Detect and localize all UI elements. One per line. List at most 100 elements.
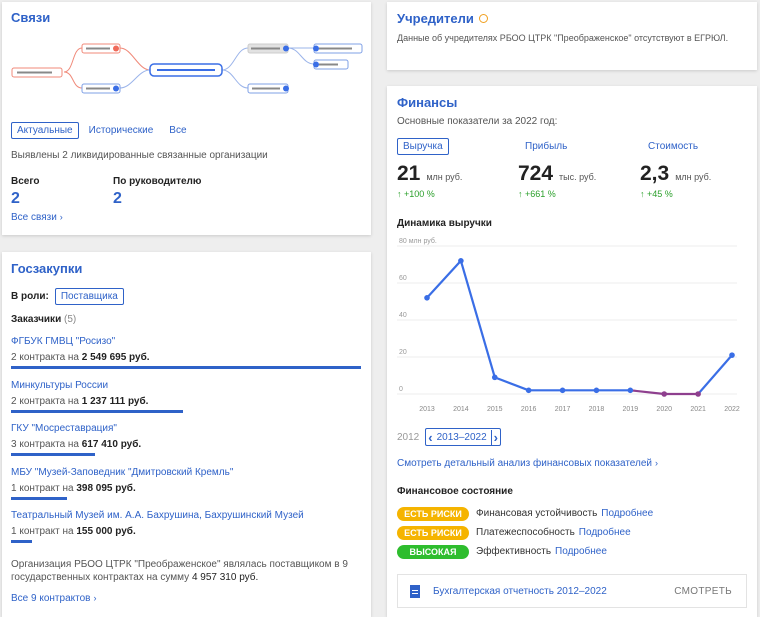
metric-unit: млн руб. bbox=[675, 172, 712, 182]
data-point bbox=[593, 387, 600, 394]
procurement-title[interactable]: Госзакупки bbox=[11, 261, 83, 276]
finance-state-row: ЕСТЬ РИСКИ Платежеспособность Подробнее bbox=[397, 523, 747, 542]
dynamics-title: Динамика выручки bbox=[397, 218, 492, 229]
series-line-segment bbox=[459, 260, 496, 378]
finance-state-row: ЕСТЬ РИСКИ Финансовая устойчивость Подробн… bbox=[397, 504, 747, 523]
finance-detail-link[interactable]: Смотреть детальный анализ финансовых пок… bbox=[397, 458, 653, 469]
state-more-link[interactable]: Подробнее bbox=[578, 527, 631, 538]
state-label: Эффективность bbox=[476, 546, 552, 557]
data-point bbox=[627, 387, 634, 394]
customer-name[interactable]: МБУ "Музей-Заповедник "Дмитровский Кремл… bbox=[11, 466, 234, 478]
y-tick-label: 80 млн руб. bbox=[399, 237, 437, 245]
customer-item: ФГБУК ГМВЦ "Росизо" 2 контракта на 2 549 … bbox=[11, 336, 363, 380]
chevron-right-icon: › bbox=[93, 593, 97, 603]
customer-item: ГКУ "Мосреставрация" 3 контракта на 617 4… bbox=[11, 423, 363, 467]
x-tick-label: 2016 bbox=[521, 406, 537, 413]
customer-contracts-count: 2 контракта на bbox=[11, 352, 79, 363]
summary-text: Организация РБОО ЦТРК "Преображенское" я… bbox=[11, 559, 348, 583]
state-more-link[interactable]: Подробнее bbox=[601, 508, 654, 519]
report-row[interactable]: Бухгалтерская отчетность 2012–2022 СМОТР… bbox=[397, 574, 747, 608]
customers-label: Заказчики bbox=[11, 314, 62, 325]
chevron-right-icon[interactable]: › bbox=[490, 429, 498, 445]
metric-value: 2,3 bbox=[640, 162, 670, 185]
customer-share-bar bbox=[11, 409, 183, 413]
customer-amount: 398 095 руб. bbox=[76, 482, 136, 494]
document-icon bbox=[410, 584, 420, 598]
report-view-button[interactable]: СМОТРЕТЬ bbox=[674, 585, 732, 597]
customer-item: Театральный Музей им. А.А. Бахрушина, Ба… bbox=[11, 510, 363, 554]
series-line-segment bbox=[426, 260, 462, 299]
customers-count: (5) bbox=[64, 314, 77, 325]
risk-badge: ЕСТЬ РИСКИ bbox=[397, 525, 469, 540]
customer-item: МБУ "Музей-Заповедник "Дмитровский Кремл… bbox=[11, 467, 363, 511]
series-line-segment bbox=[494, 376, 530, 392]
procurement-card: Госзакупки В роли: Поставщика Заказчики … bbox=[2, 252, 371, 617]
chevron-left-icon[interactable]: ‹ bbox=[428, 429, 433, 445]
all-contracts-link[interactable]: Все 9 контрактов bbox=[11, 593, 91, 604]
report-link[interactable]: Бухгалтерская отчетность 2012–2022 bbox=[433, 585, 607, 597]
customer-name[interactable]: Минкультуры России bbox=[11, 379, 109, 391]
customer-amount: 1 237 111 руб. bbox=[81, 395, 149, 407]
data-point bbox=[729, 352, 735, 358]
tab-all[interactable]: Все bbox=[169, 125, 187, 136]
metric-tab[interactable]: Выручка bbox=[397, 138, 449, 155]
tab-current[interactable]: Актуальные bbox=[11, 122, 79, 139]
all-connections-link[interactable]: Все связи bbox=[11, 212, 57, 223]
arrow-up-icon: ↑ bbox=[640, 189, 645, 199]
metric-unit: млн руб. bbox=[426, 172, 463, 182]
customer-contracts: 3 контракта на 617 410 руб. bbox=[11, 439, 363, 450]
founders-title[interactable]: Учредители bbox=[397, 11, 474, 26]
y-tick-label: 0 bbox=[399, 386, 403, 393]
state-title: Финансовое состояние bbox=[397, 486, 513, 497]
metric-tab[interactable]: Прибыль bbox=[525, 141, 568, 152]
customer-name[interactable]: Театральный Музей им. А.А. Бахрушина, Ба… bbox=[11, 510, 304, 521]
x-tick-label: 2017 bbox=[555, 406, 571, 413]
risk-badge: ВЫСОКАЯ bbox=[397, 544, 469, 559]
finance-title[interactable]: Финансы bbox=[397, 95, 458, 110]
state-more-link[interactable]: Подробнее bbox=[555, 546, 607, 557]
total-value[interactable]: 2 bbox=[11, 190, 20, 207]
by-head-value[interactable]: 2 bbox=[113, 190, 122, 207]
range-start[interactable]: 2012 bbox=[397, 431, 420, 443]
customers-list: ФГБУК ГМВЦ "Росизо" 2 контракта на 2 549 … bbox=[11, 336, 363, 554]
customer-contracts-count: 1 контракт на bbox=[11, 526, 74, 537]
finance-state-row: ВЫСОКАЯ Эффективность Подробнее bbox=[397, 542, 747, 561]
data-point bbox=[559, 387, 566, 394]
connections-card: Связи Актуальные Истори bbox=[2, 2, 371, 235]
customer-contracts-count: 2 контракта на bbox=[11, 395, 79, 407]
connections-note: Выявлены 2 ликвидированные связанные орг… bbox=[11, 150, 268, 161]
connections-graph[interactable] bbox=[2, 34, 371, 114]
tab-historical[interactable]: Исторические bbox=[88, 125, 154, 136]
connections-title[interactable]: Связи bbox=[11, 10, 51, 25]
x-tick-label: 2014 bbox=[453, 406, 469, 413]
data-point bbox=[424, 295, 430, 301]
customer-contracts: 1 контракт на 398 095 руб. bbox=[11, 483, 363, 494]
finance-metric: Стоимость 2,3 млн руб. ↑ +45 % bbox=[640, 138, 755, 199]
metric-tab[interactable]: Стоимость bbox=[648, 141, 699, 152]
range-selector[interactable]: ‹ 2013–2022 › bbox=[425, 428, 501, 446]
finance-metrics: Выручка 21 млн руб. ↑ +100 % Прибыль 724 тыс. … bbox=[397, 138, 747, 208]
series-line-segment bbox=[697, 354, 733, 395]
y-tick-label: 40 bbox=[399, 312, 407, 319]
role-supplier-button[interactable]: Поставщика bbox=[54, 288, 124, 305]
customer-item: Минкультуры России 2 контракта на 1 237 1… bbox=[11, 380, 363, 424]
customer-contracts: 2 контракта на 2 549 695 руб. bbox=[11, 352, 363, 363]
customer-contracts-count: 1 контракт на bbox=[11, 482, 74, 494]
revenue-chart: 80 млн руб. 60 40 20 0 2013 2014 2015 2016 2017 20… bbox=[397, 237, 740, 413]
data-point bbox=[491, 374, 498, 381]
arrow-up-icon: ↑ bbox=[518, 189, 523, 199]
series-line-segment bbox=[630, 389, 665, 396]
total-label: Всего bbox=[11, 176, 40, 187]
state-label: Финансовая устойчивость bbox=[476, 508, 598, 519]
chevron-right-icon: › bbox=[59, 212, 63, 222]
by-head-label: По руководителю bbox=[113, 176, 202, 187]
customer-name[interactable]: ФГБУК ГМВЦ "Росизо" bbox=[11, 336, 116, 347]
metric-unit: тыс. руб. bbox=[559, 172, 597, 182]
y-tick-label: 60 bbox=[399, 275, 407, 282]
data-point bbox=[525, 387, 532, 394]
clock-icon bbox=[478, 14, 488, 23]
x-tick-label: 2019 bbox=[623, 406, 639, 413]
metric-value: 724 bbox=[518, 162, 554, 185]
customer-name[interactable]: ГКУ "Мосреставрация" bbox=[11, 423, 117, 434]
metric-value: 21 bbox=[397, 162, 421, 185]
